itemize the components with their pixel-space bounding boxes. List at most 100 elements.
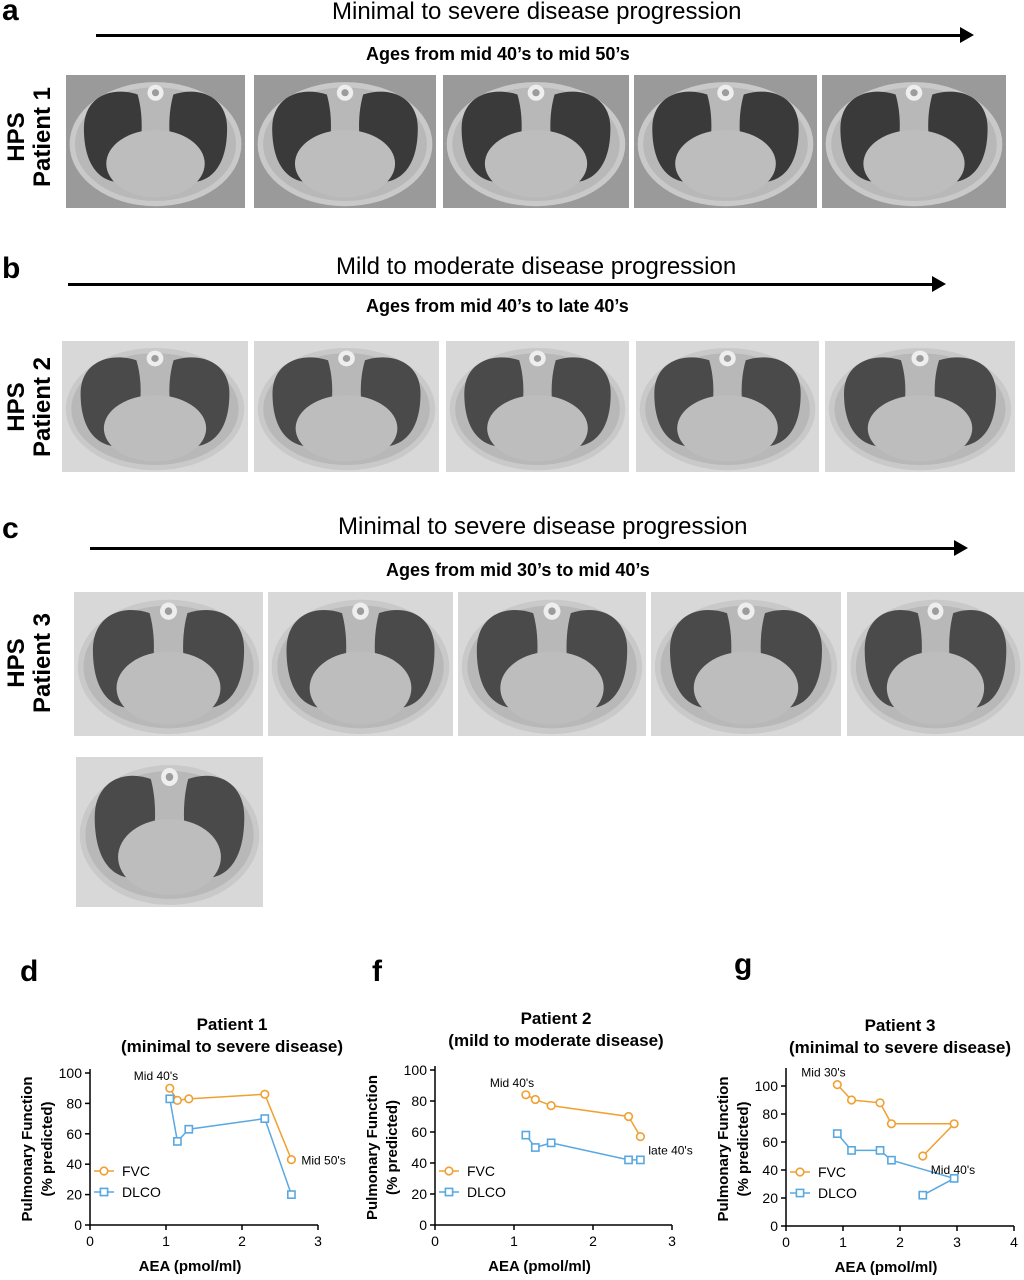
series-line-fvc [525, 1094, 642, 1138]
data-point-dlco [286, 1190, 296, 1199]
data-point-dlco [832, 1129, 842, 1138]
data-point-dlco [875, 1146, 885, 1155]
panel-a-subtitle: Ages from mid 40’s to mid 50’s [366, 44, 630, 64]
panel-b-subtitle: Ages from mid 40’s to late 40’s [366, 296, 629, 316]
data-point-fvc [635, 1132, 646, 1142]
data-point-fvc [530, 1094, 540, 1105]
y-tick-label: 20 [411, 1186, 427, 1202]
point-annotation: Mid 30's [801, 1066, 845, 1080]
x-tick-label: 1 [839, 1234, 847, 1250]
chart-title: Patient 3 [865, 1016, 936, 1035]
y-tick-label: 100 [59, 1065, 83, 1081]
data-point-dlco [847, 1146, 856, 1155]
x-tick-label: 2 [589, 1233, 597, 1249]
x-tick-label: 2 [896, 1234, 904, 1250]
y-tick-label: 40 [411, 1155, 427, 1171]
ct-scan-image [268, 592, 453, 736]
legend-label-fvc: FVC [818, 1164, 846, 1180]
legend-label-dlco: DLCO [818, 1185, 857, 1201]
progression-arrow-c [90, 540, 968, 556]
y-tick-label: 80 [762, 1106, 778, 1122]
data-point-fvc [286, 1155, 297, 1165]
data-point-fvc [521, 1090, 531, 1100]
y-tick-label: 0 [770, 1218, 778, 1234]
panel-label-b: b [2, 252, 21, 285]
panel-label-a: a [2, 0, 19, 27]
y-tick-label: 100 [755, 1078, 779, 1094]
panel-label-g: g [734, 948, 753, 981]
series-line-fvc [836, 1084, 956, 1157]
data-point-fvc [623, 1111, 634, 1122]
x-tick-label: 3 [314, 1233, 322, 1249]
chart-subtitle: (minimal to severe disease) [121, 1037, 343, 1056]
data-point-fvc [875, 1098, 885, 1108]
x-tick-label: 3 [668, 1233, 676, 1249]
chart-patient-1: Patient 1 (minimal to severe disease) 0 2 0 4… [19, 1015, 346, 1275]
legend-marker-dlco [795, 1188, 805, 1198]
ct-scan-image [443, 75, 629, 208]
x-tick-label: 0 [782, 1234, 790, 1250]
data-point-dlco [530, 1143, 540, 1152]
y-tick-label: 60 [762, 1134, 778, 1150]
ct-scan-image [446, 341, 629, 472]
chart-title: Patient 1 [197, 1015, 268, 1034]
legend-label-dlco: DLCO [467, 1184, 506, 1200]
data-point-dlco [521, 1130, 531, 1140]
row-label-patient-1: HPS Patient 1 [3, 86, 56, 188]
ct-scan-image [825, 341, 1015, 472]
data-point-dlco [546, 1138, 556, 1148]
x-tick-label: 0 [86, 1233, 94, 1249]
x-axis-label: AEA (pmol/ml) [488, 1258, 591, 1275]
point-annotation: Mid 40's [490, 1076, 534, 1090]
data-point-fvc [949, 1119, 959, 1129]
ct-scan-image [636, 341, 819, 472]
y-tick-label: 20 [762, 1190, 778, 1206]
data-point-fvc [918, 1151, 928, 1161]
panel-label-c: c [2, 512, 19, 545]
data-point-dlco [918, 1190, 928, 1200]
ct-scan-image [254, 341, 439, 472]
data-point-fvc [832, 1079, 842, 1090]
y-axis-label-units: (% predicted) [384, 1100, 401, 1195]
y-tick-label: 0 [74, 1217, 82, 1233]
x-tick-label: 2 [238, 1233, 246, 1249]
y-tick-label: 60 [66, 1126, 82, 1142]
chart-title: Patient 2 [521, 1009, 592, 1028]
point-annotation: Mid 40's [931, 1163, 975, 1177]
data-point-dlco [949, 1174, 959, 1183]
progression-arrow-a [96, 27, 974, 43]
row-label-patient-2: HPS Patient 2 [3, 356, 56, 458]
data-point-fvc [846, 1095, 857, 1105]
x-tick-label: 4 [1010, 1234, 1018, 1250]
legend-label-fvc: FVC [467, 1163, 495, 1179]
y-tick-label: 40 [762, 1162, 778, 1178]
panel-c-subtitle: Ages from mid 30’s to mid 40’s [386, 560, 650, 580]
data-point-fvc [546, 1101, 556, 1111]
chart-subtitle: (mild to moderate disease) [448, 1031, 663, 1050]
x-axis-label: AEA (pmol/ml) [139, 1258, 242, 1275]
data-point-dlco [635, 1155, 645, 1165]
data-point-fvc [184, 1094, 194, 1104]
data-point-dlco [173, 1137, 182, 1146]
ct-scan-image [634, 75, 817, 208]
y-tick-label: 40 [66, 1156, 82, 1172]
legend-marker-dlco [99, 1187, 109, 1197]
chart-patient-3: Patient 3(minimal to severe disease)0204… [715, 1016, 1018, 1276]
y-tick-label: 0 [419, 1217, 427, 1233]
data-point-dlco [184, 1124, 194, 1134]
y-axis-label-units: (% predicted) [39, 1101, 56, 1196]
data-point-dlco [260, 1114, 270, 1123]
y-tick-label: 60 [411, 1124, 427, 1140]
series-line-dlco [525, 1134, 641, 1161]
panel-label-f: f [372, 955, 382, 988]
legend-marker-fvc [795, 1167, 805, 1177]
data-point-dlco [165, 1094, 175, 1104]
panel-c-title: Minimal to severe disease progression [338, 513, 748, 540]
data-point-dlco [887, 1155, 896, 1165]
ct-scan-image [822, 75, 1006, 208]
data-point-fvc [886, 1119, 897, 1129]
point-annotation: Mid 40's [134, 1069, 178, 1083]
point-annotation: late 40's [648, 1144, 692, 1158]
ct-scan-image [76, 757, 263, 907]
data-point-fvc [260, 1089, 270, 1099]
